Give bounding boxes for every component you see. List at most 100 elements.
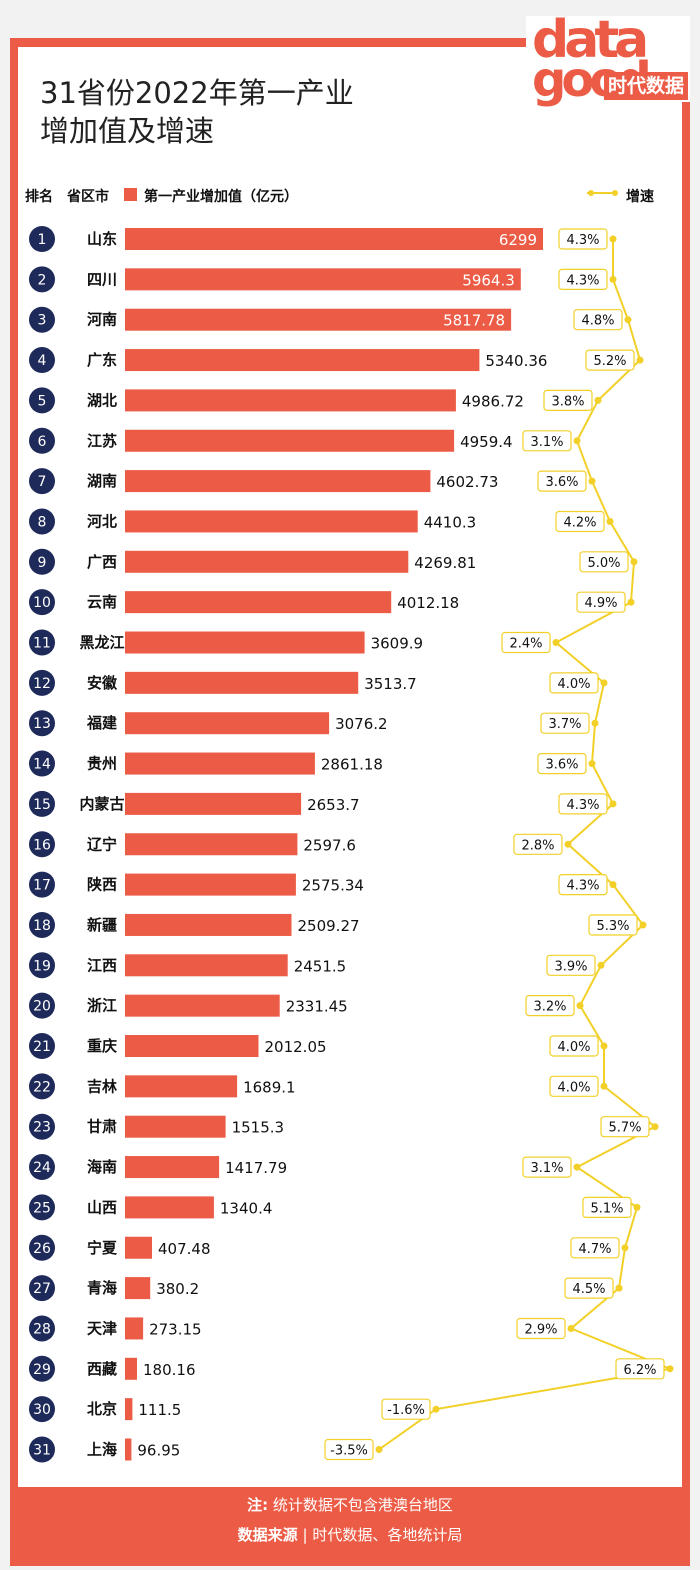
province-label: 天津 [87, 1319, 117, 1337]
growth-point [609, 881, 617, 889]
province-label: 云南 [87, 593, 117, 611]
rank-number: 24 [33, 1160, 51, 1176]
province-label: 湖北 [87, 391, 117, 409]
province-label: 安徽 [87, 674, 118, 692]
province-label: 广西 [87, 553, 117, 571]
value-bar [125, 833, 298, 856]
province-label: 新疆 [87, 916, 117, 934]
logo-word-data: data [532, 10, 649, 70]
growth-label-box [564, 1277, 614, 1299]
header-province: 省区市 [67, 189, 109, 205]
province-label: 贵州 [87, 755, 117, 773]
growth-point [666, 1365, 674, 1373]
growth-label-box [600, 1116, 650, 1138]
province-label: 上海 [87, 1441, 117, 1459]
rank-number: 27 [33, 1281, 51, 1297]
rank-number: 26 [33, 1241, 51, 1257]
province-label: 北京 [87, 1400, 117, 1418]
rank-number: 9 [38, 555, 47, 571]
value-bar [125, 389, 456, 412]
growth-label: 6.2% [623, 1363, 656, 1378]
growth-label-box [582, 1196, 632, 1219]
province-label: 吉林 [87, 1077, 118, 1095]
growth-point [432, 1405, 440, 1413]
growth-label-box [501, 631, 551, 654]
growth-label: 4.2% [563, 516, 596, 531]
rank-number: 15 [33, 797, 51, 813]
growth-label: 4.8% [581, 314, 614, 329]
growth-label-box [522, 1156, 572, 1178]
value-label: 96.95 [137, 1442, 180, 1460]
footer-separator: | [302, 1526, 308, 1544]
growth-point [591, 719, 599, 727]
growth-point [624, 316, 632, 324]
rank-number: 11 [33, 636, 51, 652]
value-label: 4410.3 [424, 513, 477, 531]
province-label: 西藏 [87, 1360, 117, 1378]
rank-number: 22 [33, 1079, 51, 1095]
growth-label: 2.8% [521, 838, 554, 853]
value-label: 3513.7 [364, 675, 417, 693]
value-bar [125, 510, 418, 533]
growth-label: -3.5% [330, 1444, 368, 1459]
province-label: 海南 [87, 1158, 117, 1176]
province-label: 江西 [87, 956, 117, 974]
title-line-2: 增加值及增速 [40, 114, 215, 148]
growth-point [606, 518, 614, 525]
rank-badge [29, 427, 55, 454]
rank-number: 12 [33, 676, 51, 692]
value-bar [125, 792, 302, 815]
growth-point [588, 477, 596, 485]
growth-label-box [540, 712, 590, 734]
province-label: 黑龙江 [79, 634, 124, 652]
growth-label: 4.0% [557, 1040, 590, 1055]
growth-label: 4.0% [557, 1080, 590, 1095]
value-bar [125, 712, 330, 735]
rank-badge [29, 1355, 55, 1382]
rank-number: 16 [33, 837, 51, 853]
value-bar [125, 1115, 226, 1138]
rank-number: 30 [33, 1402, 51, 1418]
growth-label-box [576, 591, 626, 613]
rank-number: 2 [38, 272, 47, 288]
growth-label: 3.1% [530, 435, 563, 450]
province-label: 江苏 [87, 432, 117, 450]
rank-badge [29, 508, 55, 535]
growth-label: 4.5% [572, 1282, 605, 1297]
rank-badge [29, 1033, 55, 1059]
growth-label: 5.0% [587, 556, 620, 571]
growth-point [552, 639, 560, 646]
footer-note-text: 统计数据不包含港澳台地区 [272, 1496, 453, 1514]
footer-source: 数据来源 | 时代数据、各地统计局 [0, 1524, 700, 1545]
growth-label-box [381, 1398, 431, 1420]
value-bar [125, 228, 543, 250]
growth-label: 4.3% [566, 273, 599, 288]
footer-source-text: 时代数据、各地统计局 [312, 1526, 463, 1544]
growth-label-box [549, 1035, 599, 1057]
rank-number: 18 [33, 918, 51, 934]
rank-badge [29, 589, 55, 616]
value-bar [125, 349, 480, 372]
growth-label-box [558, 873, 608, 896]
growth-point [600, 1082, 608, 1090]
value-label: 2012.05 [265, 1038, 327, 1056]
rank-number: 17 [33, 878, 51, 894]
rank-badge [29, 226, 55, 252]
growth-label: 3.2% [533, 1000, 566, 1015]
rank-badge [29, 790, 55, 817]
value-bar [125, 1035, 259, 1057]
growth-label: -1.6% [387, 1403, 425, 1418]
rank-badge [29, 1234, 55, 1261]
rank-badge [29, 629, 55, 656]
growth-label: 4.9% [584, 596, 617, 611]
rank-badge [29, 669, 55, 696]
growth-point [597, 961, 605, 969]
value-label: 1515.3 [232, 1119, 285, 1137]
value-label: 1340.4 [220, 1199, 273, 1217]
value-bar [125, 1277, 151, 1300]
value-label: 4986.72 [462, 392, 524, 410]
value-bar [125, 671, 359, 694]
province-label: 广东 [87, 351, 117, 369]
value-label: 4959.4 [460, 433, 512, 451]
province-label: 浙江 [87, 997, 117, 1015]
